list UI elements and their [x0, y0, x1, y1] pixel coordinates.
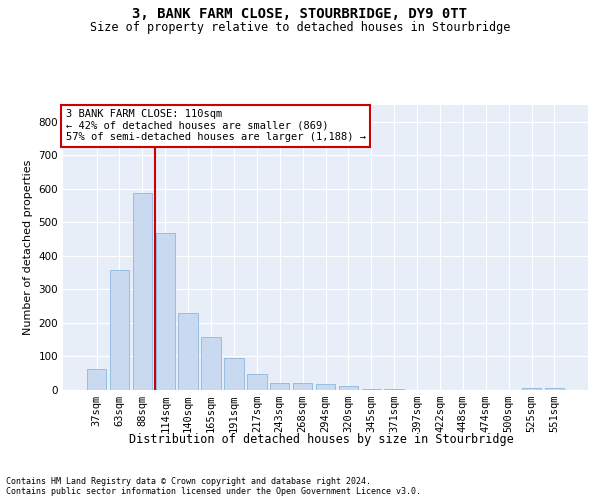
- Bar: [133, 193, 152, 390]
- Bar: [338, 386, 358, 390]
- Text: Distribution of detached houses by size in Stourbridge: Distribution of detached houses by size …: [128, 432, 514, 446]
- Text: Contains HM Land Registry data © Crown copyright and database right 2024.: Contains HM Land Registry data © Crown c…: [6, 477, 371, 486]
- Text: Contains public sector information licensed under the Open Government Licence v3: Contains public sector information licen…: [6, 487, 421, 496]
- Text: 3 BANK FARM CLOSE: 110sqm
← 42% of detached houses are smaller (869)
57% of semi: 3 BANK FARM CLOSE: 110sqm ← 42% of detac…: [65, 110, 365, 142]
- Bar: [87, 369, 106, 390]
- Bar: [522, 388, 541, 390]
- Bar: [110, 270, 129, 390]
- Bar: [224, 358, 244, 390]
- Bar: [545, 388, 564, 390]
- Bar: [362, 388, 381, 390]
- Text: Size of property relative to detached houses in Stourbridge: Size of property relative to detached ho…: [90, 21, 510, 34]
- Bar: [202, 338, 221, 390]
- Bar: [247, 374, 266, 390]
- Y-axis label: Number of detached properties: Number of detached properties: [23, 160, 33, 335]
- Bar: [270, 382, 289, 390]
- Text: 3, BANK FARM CLOSE, STOURBRIDGE, DY9 0TT: 3, BANK FARM CLOSE, STOURBRIDGE, DY9 0TT: [133, 8, 467, 22]
- Bar: [155, 234, 175, 390]
- Bar: [316, 384, 335, 390]
- Bar: [178, 313, 198, 390]
- Bar: [293, 384, 313, 390]
